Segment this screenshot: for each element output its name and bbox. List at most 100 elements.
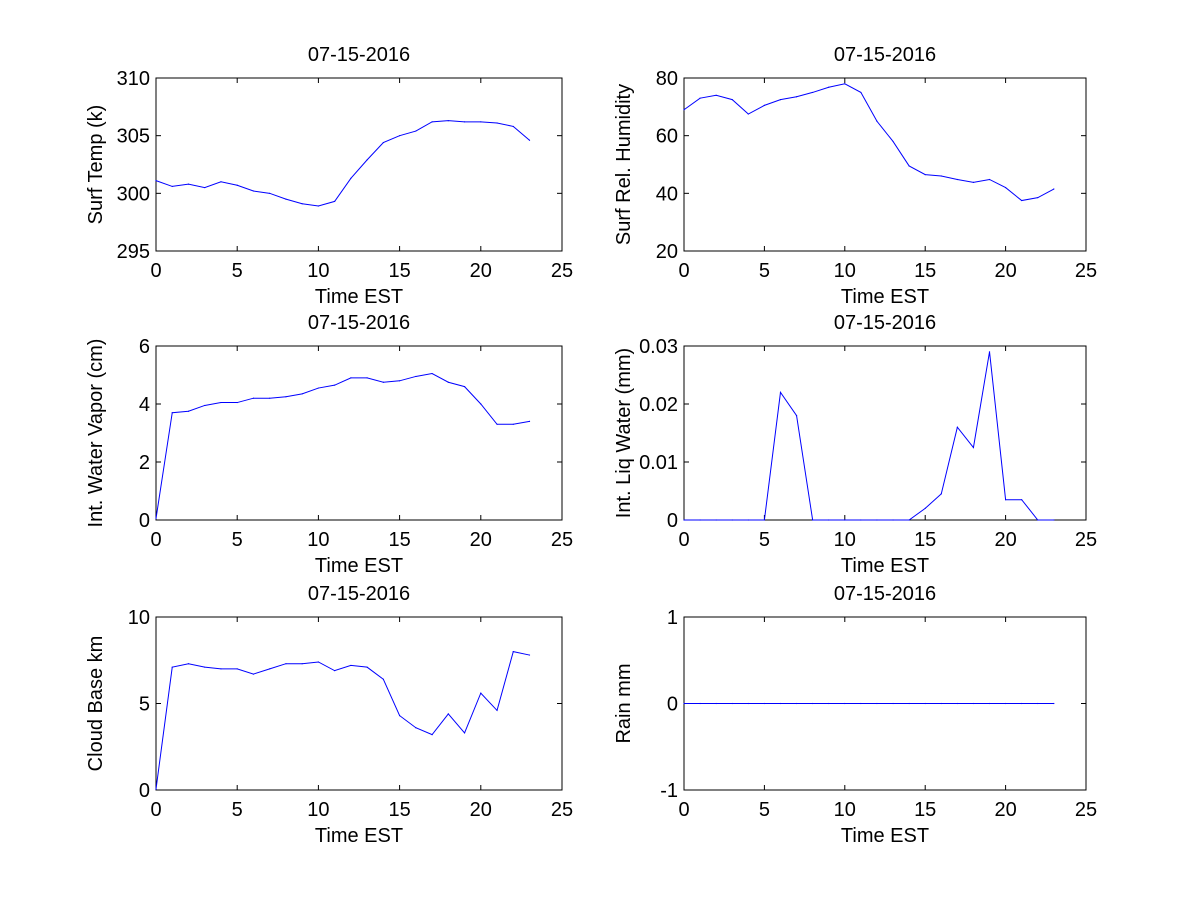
data-point xyxy=(399,715,401,717)
data-point xyxy=(892,519,894,521)
data-point xyxy=(236,401,238,404)
data-point xyxy=(683,702,685,705)
series-line xyxy=(155,373,530,519)
x-tick-label: 10 xyxy=(307,799,329,821)
data-point xyxy=(844,519,846,521)
x-axis-label: Time EST xyxy=(841,286,929,308)
data-point xyxy=(860,519,862,521)
data-point xyxy=(366,159,368,161)
data-point xyxy=(252,673,255,675)
data-point xyxy=(1053,702,1055,705)
x-tick-label: 0 xyxy=(678,529,689,551)
data-point xyxy=(683,519,685,521)
y-tick-label: 300 xyxy=(117,183,150,205)
data-point xyxy=(171,185,173,188)
data-point xyxy=(480,692,482,694)
y-tick-label: 0 xyxy=(667,510,678,532)
x-tick-label: 20 xyxy=(470,529,492,551)
data-point xyxy=(924,702,926,705)
data-point xyxy=(763,519,766,521)
data-point xyxy=(334,670,336,672)
subplot-2: 0 5 10 15 20 25 20 40 60 80 07-15-2016 Time EST Surf… xyxy=(613,44,1097,308)
x-axis-label: Time EST xyxy=(841,555,929,577)
x-tick-label: 15 xyxy=(388,799,410,821)
data-point xyxy=(204,186,206,189)
x-tick-label: 25 xyxy=(551,529,573,551)
data-point xyxy=(1037,197,1039,199)
data-point xyxy=(496,122,498,124)
x-axis-label: Time EST xyxy=(315,825,403,847)
data-point xyxy=(828,86,830,88)
subplot-3: 0 5 10 15 20 25 0 2 4 6 07-15-2016 Time EST Int. Wat… xyxy=(85,312,573,577)
data-point xyxy=(940,702,942,705)
data-point xyxy=(940,175,942,177)
data-point xyxy=(334,384,336,386)
data-point xyxy=(301,393,303,395)
x-axis-label: Time EST xyxy=(841,825,929,847)
x-tick-label: 5 xyxy=(759,799,770,821)
axes-frame xyxy=(155,616,563,791)
data-point xyxy=(972,446,975,449)
data-point xyxy=(908,702,910,705)
y-axis-label: Int. Water Vapor (cm) xyxy=(85,339,107,528)
data-point xyxy=(715,702,717,705)
x-tick-label: 5 xyxy=(759,260,770,282)
data-point xyxy=(795,96,798,98)
data-point xyxy=(528,420,531,422)
data-point xyxy=(988,702,991,705)
subplot-title: 07-15-2016 xyxy=(308,44,410,66)
y-tick-label: 305 xyxy=(117,126,150,148)
x-tick-label: 10 xyxy=(834,529,856,551)
series-line xyxy=(684,351,1054,521)
data-point xyxy=(171,412,173,414)
data-point xyxy=(463,121,466,123)
y-tick-label: 0.01 xyxy=(639,452,678,474)
y-tick-label: -1 xyxy=(660,780,678,802)
data-point xyxy=(301,663,303,665)
data-point xyxy=(431,372,433,375)
series-line xyxy=(155,120,530,207)
data-point xyxy=(350,377,352,379)
data-point xyxy=(908,165,910,167)
x-tick-label: 25 xyxy=(551,260,573,282)
data-point xyxy=(528,654,531,656)
data-point xyxy=(220,401,222,404)
x-tick-label: 25 xyxy=(1075,529,1097,551)
data-point xyxy=(908,519,910,521)
data-point xyxy=(399,380,401,382)
y-axis-label: Surf Temp (k) xyxy=(85,105,107,225)
data-point xyxy=(334,200,336,203)
data-point xyxy=(350,664,352,667)
data-point xyxy=(382,141,384,144)
data-point xyxy=(699,702,701,705)
x-tick-label: 10 xyxy=(834,260,856,282)
axes-frame xyxy=(683,77,1087,252)
data-point xyxy=(350,177,352,179)
y-tick-label: 5 xyxy=(139,694,150,716)
data-point xyxy=(956,426,958,428)
data-point xyxy=(876,120,878,122)
data-point xyxy=(236,184,238,186)
data-point xyxy=(512,651,514,653)
x-tick-label: 0 xyxy=(678,799,689,821)
x-tick-label: 20 xyxy=(470,260,492,282)
data-point xyxy=(779,99,782,101)
axes-frame xyxy=(155,345,563,521)
data-point xyxy=(956,178,958,181)
data-point xyxy=(269,668,271,670)
y-tick-label: 4 xyxy=(139,394,150,416)
data-point xyxy=(415,727,417,729)
y-tick-label: 0.03 xyxy=(639,336,678,358)
data-point xyxy=(431,734,433,736)
x-tick-label: 5 xyxy=(759,529,770,551)
data-point xyxy=(269,397,271,399)
data-point xyxy=(860,91,862,94)
x-tick-label: 5 xyxy=(232,529,243,551)
y-tick-label: 80 xyxy=(656,68,678,90)
data-point xyxy=(747,519,749,521)
subplot-title: 07-15-2016 xyxy=(834,312,936,334)
y-axis-label: Int. Liq Water (mm) xyxy=(613,348,635,518)
y-tick-label: 0 xyxy=(139,780,150,802)
x-tick-label: 15 xyxy=(388,529,410,551)
